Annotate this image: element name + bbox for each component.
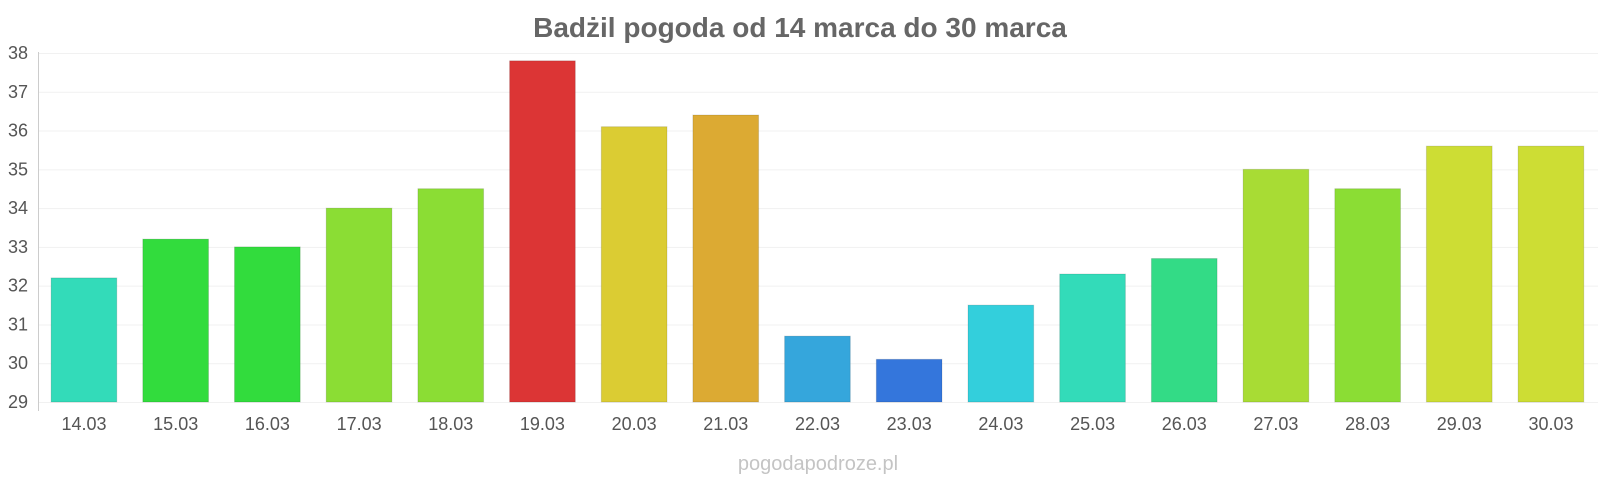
x-tick-label: 21.03 — [703, 414, 748, 434]
x-tick-label: 30.03 — [1528, 414, 1573, 434]
x-tick-label: 19.03 — [520, 414, 565, 434]
bar-28.03 — [1334, 188, 1402, 403]
x-tick-label: 28.03 — [1345, 414, 1390, 434]
x-tick-label: 22.03 — [795, 414, 840, 434]
x-tick-label: 20.03 — [612, 414, 657, 434]
y-tick-label: 29 — [8, 392, 28, 412]
y-tick-label: 30 — [8, 353, 28, 373]
y-tick-label: 31 — [8, 314, 28, 334]
bar-24.03 — [967, 304, 1035, 403]
x-tick-label: 25.03 — [1070, 414, 1115, 434]
y-tick-label: 32 — [8, 276, 28, 296]
x-tick-label: 14.03 — [61, 414, 106, 434]
bar-26.03 — [1150, 258, 1218, 403]
bar-18.03 — [417, 188, 485, 403]
bars — [50, 60, 1585, 403]
bar-17.03 — [325, 207, 393, 403]
y-tick-label: 33 — [8, 237, 28, 257]
bar-29.03 — [1425, 145, 1493, 403]
bar-19.03 — [509, 60, 576, 403]
y-tick-label: 34 — [8, 198, 28, 218]
bar-27.03 — [1242, 168, 1310, 403]
x-tick-label: 17.03 — [337, 414, 382, 434]
y-tick-label: 36 — [8, 121, 28, 141]
bar-30.03 — [1517, 145, 1585, 403]
x-tick-label: 26.03 — [1162, 414, 1207, 434]
bar-15.03 — [142, 238, 209, 403]
y-tick-label: 38 — [8, 43, 28, 63]
x-tick-label: 16.03 — [245, 414, 290, 434]
x-axis-ticks: 14.03 15.03 16.03 17.03 18.03 19.03 20.03 21.03… — [61, 414, 1573, 434]
x-tick-label: 15.03 — [153, 414, 198, 434]
bar-23.03 — [875, 358, 943, 403]
watermark: pogodapodroze.pl — [738, 453, 898, 475]
y-axis-ticks: 29 30 31 32 33 34 35 36 37 38 — [8, 43, 28, 412]
x-tick-label: 23.03 — [887, 414, 932, 434]
bar-20.03 — [600, 126, 668, 403]
bar-25.03 — [1059, 273, 1126, 403]
chart-title: Badżil pogoda od 14 marca do 30 marca — [533, 12, 1067, 43]
bar-16.03 — [234, 246, 301, 403]
x-tick-label: 27.03 — [1253, 414, 1298, 434]
y-tick-label: 37 — [8, 82, 28, 102]
x-tick-label: 18.03 — [428, 414, 473, 434]
x-tick-label: 24.03 — [978, 414, 1023, 434]
y-tick-label: 35 — [8, 159, 28, 179]
bar-22.03 — [784, 335, 851, 403]
x-tick-label: 29.03 — [1437, 414, 1482, 434]
bar-21.03 — [692, 114, 760, 403]
bar-14.03 — [50, 277, 118, 403]
